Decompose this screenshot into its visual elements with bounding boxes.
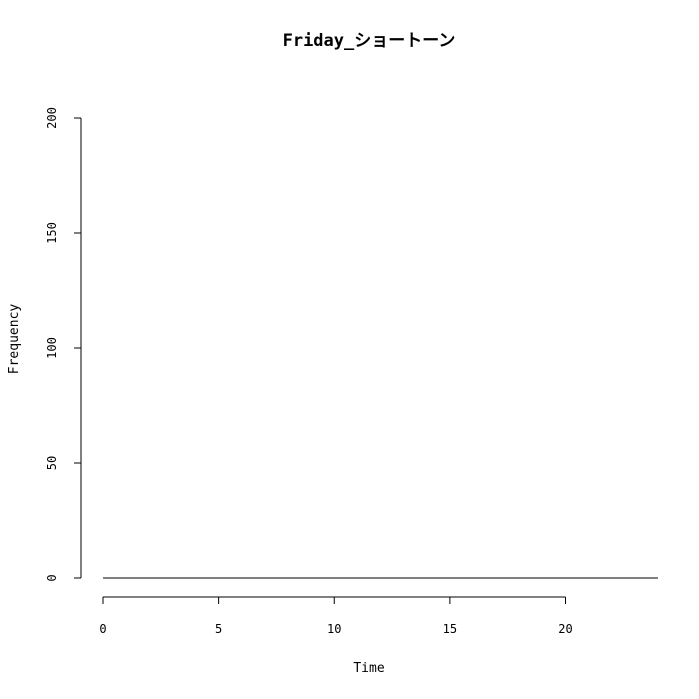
y-axis: 0 50 100 150 200	[45, 107, 82, 582]
x-tick-label: 5	[215, 622, 222, 636]
y-axis-label: Frequency	[7, 304, 22, 375]
x-tick-label: 0	[99, 622, 106, 636]
x-tick-label: 10	[327, 622, 341, 636]
y-tick-label: 200	[45, 107, 59, 129]
y-tick-label: 0	[45, 574, 59, 581]
x-axis-label: Time	[353, 661, 384, 676]
y-tick-label: 50	[45, 456, 59, 470]
x-tick-label: 15	[443, 622, 457, 636]
y-tick-label: 150	[45, 222, 59, 244]
x-tick-label: 20	[558, 622, 572, 636]
chart-title: Friday_ショートーン	[283, 31, 456, 51]
x-axis: 0 5 10 15 20	[99, 596, 573, 636]
y-tick-label: 100	[45, 337, 59, 359]
